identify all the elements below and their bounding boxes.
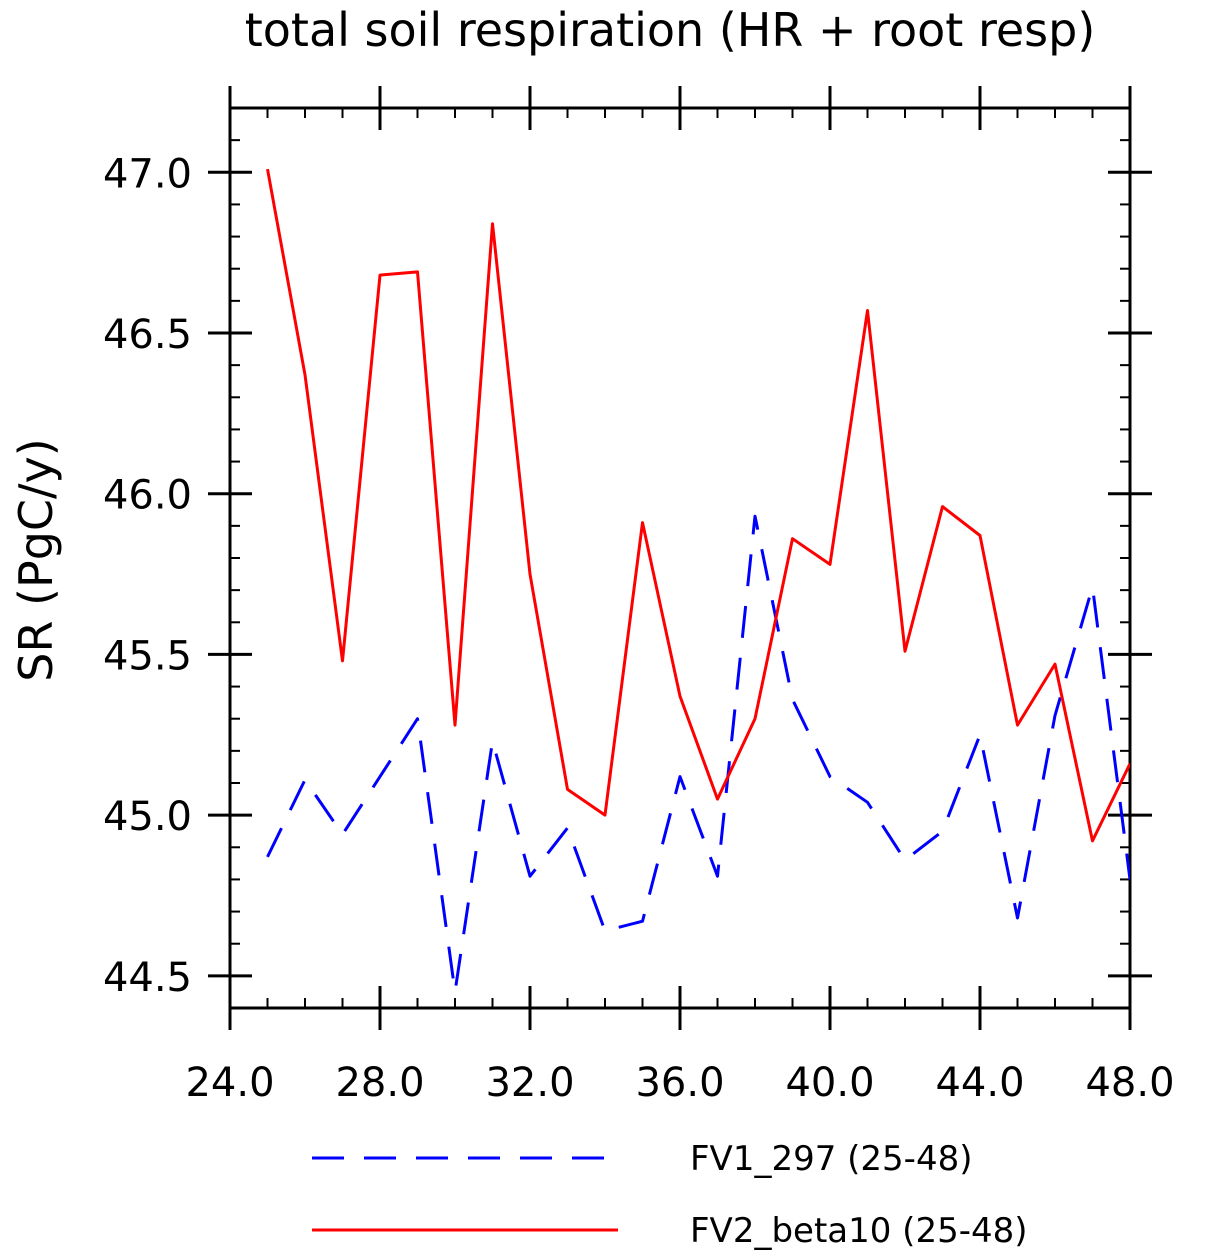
- y-tick-label: 47.0: [103, 151, 192, 197]
- plot-area: 24.0 28.0 32.0 36.0 40.0 44.0 48.0 44.5 45.0 45.…: [103, 86, 1175, 1106]
- legend-label: FV2_beta10 (25-48): [690, 1211, 1028, 1250]
- x-axis-ticks: 24.0 28.0 32.0 36.0 40.0 44.0 48.0: [185, 86, 1175, 1106]
- y-tick-label: 46.0: [103, 473, 192, 519]
- y-tick-label: 45.0: [103, 794, 192, 840]
- x-tick-label: 24.0: [185, 1060, 274, 1106]
- x-tick-label: 32.0: [485, 1060, 574, 1106]
- chart-title: total soil respiration (HR + root resp): [245, 3, 1096, 57]
- legend: FV1_297 (25-48) FV2_beta10 (25-48): [312, 1139, 1028, 1250]
- y-tick-label: 46.5: [103, 312, 192, 358]
- x-tick-label: 40.0: [785, 1060, 874, 1106]
- x-tick-label: 48.0: [1085, 1060, 1174, 1106]
- minor-ticks: [229, 107, 1131, 1009]
- series-line-2: [266, 168, 1130, 843]
- x-tick-label: 44.0: [935, 1060, 1024, 1106]
- x-tick-label: 36.0: [635, 1060, 724, 1106]
- x-tick-label: 28.0: [335, 1060, 424, 1106]
- y-tick-label: 44.5: [103, 955, 192, 1001]
- y-axis-label: SR (PgC/y): [9, 438, 63, 681]
- y-tick-label: 45.5: [103, 633, 192, 679]
- legend-label: FV1_297 (25-48): [690, 1139, 972, 1179]
- series-line-1: [266, 514, 1130, 994]
- y-axis-ticks: 44.5 45.0 45.5 46.0 46.5 47.0: [103, 151, 1152, 1001]
- plot-frame: [228, 106, 1132, 1010]
- series-lines: [266, 168, 1130, 994]
